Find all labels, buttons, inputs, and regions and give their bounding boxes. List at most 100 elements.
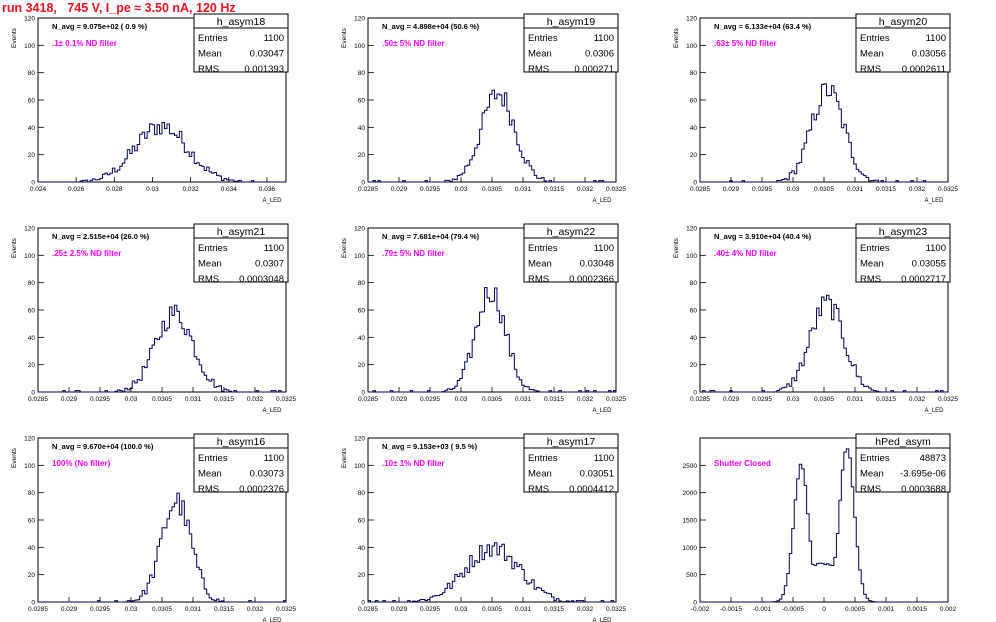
x-tick-label: 0.029 xyxy=(723,396,740,403)
x-tick-label: 0.0285 xyxy=(28,606,48,613)
x-tick-label: 0.03 xyxy=(125,396,138,403)
stats-label: Entries xyxy=(528,243,558,254)
filter-label: .63± 5% ND filter xyxy=(714,39,777,48)
x-tick-label: 0.024 xyxy=(30,186,47,193)
x-tick-label: 0.031 xyxy=(515,606,532,613)
x-tick-label: 0.0315 xyxy=(214,606,234,613)
stats-box xyxy=(855,223,951,283)
x-tick-label: 0.031 xyxy=(847,186,864,193)
histogram-panel-hPed_asym: -0.002 -0.0015 -0.001 -0.0005 0 0.0005 0.001 0.… xyxy=(683,433,957,613)
stats-value: 0.03047 xyxy=(250,49,284,60)
filter-label: Shutter Closed xyxy=(714,459,771,468)
y-tick-label: 60 xyxy=(28,98,36,105)
stats-label: Entries xyxy=(198,33,228,44)
stats-title: h_asym16 xyxy=(217,436,266,448)
y-tick-label: 20 xyxy=(358,572,366,579)
x-tick-label: 0.0295 xyxy=(420,186,440,193)
histogram-panel-h_asym17: 0.0285 0.029 0.0295 0.03 0.0305 0.031 0.0315 0.… xyxy=(341,433,626,622)
x-tick-label: 0.032 xyxy=(247,396,264,403)
y-tick-label: 1500 xyxy=(683,518,698,525)
stats-title: h_asym23 xyxy=(879,226,928,238)
stats-label: Mean xyxy=(860,49,884,60)
x-tick-label: 0.0305 xyxy=(482,396,502,403)
y-axis-title: Events xyxy=(673,27,680,48)
y-tick-label: 80 xyxy=(358,70,366,77)
navg-label: N_avg = 9.075e+02 ( 0.9 %) xyxy=(52,22,148,31)
x-tick-label: 0.029 xyxy=(391,396,408,403)
filter-label: 100% (No filter) xyxy=(52,459,111,468)
x-tick-label: 0.0305 xyxy=(152,396,172,403)
y-tick-label: 80 xyxy=(358,280,366,287)
stats-value: 1100 xyxy=(264,33,284,44)
navg-label: N_avg = 9.670e+04 (100.0 %) xyxy=(52,442,154,451)
x-tick-label: 0.032 xyxy=(182,186,199,193)
stats-value: 0.001393 xyxy=(244,64,284,75)
x-tick-label: 0.0295 xyxy=(752,186,772,193)
histogram-line-hPed_asym xyxy=(700,448,948,603)
x-axis-title: A_LED xyxy=(262,408,282,414)
filter-label: .1± 0.1% ND filter xyxy=(52,39,117,48)
y-tick-label: 60 xyxy=(28,518,36,525)
stats-value: 0.03048 xyxy=(580,259,614,270)
stats-box xyxy=(523,433,619,493)
stats-box xyxy=(523,13,619,73)
x-tick-label: 0.029 xyxy=(391,186,408,193)
y-tick-label: 80 xyxy=(358,490,366,497)
stats-value: 0.0003048 xyxy=(239,274,284,285)
x-tick-label: 0.031 xyxy=(185,606,202,613)
stats-value: 1100 xyxy=(594,453,614,464)
y-tick-label: 40 xyxy=(28,125,36,132)
x-tick-label: 0.029 xyxy=(61,396,78,403)
y-tick-label: 20 xyxy=(358,362,366,369)
histogram-line-h_asym17 xyxy=(367,542,616,603)
x-tick-label: 0.0285 xyxy=(358,606,378,613)
stats-title: h_asym21 xyxy=(217,226,266,238)
x-tick-label: -0.0005 xyxy=(782,606,804,613)
x-tick-label: 0.029 xyxy=(61,606,78,613)
x-tick-label: 0.031 xyxy=(185,396,202,403)
x-tick-label: 0.0305 xyxy=(814,186,834,193)
y-axis-title: Events xyxy=(11,237,18,258)
y-tick-label: 20 xyxy=(690,362,698,369)
x-tick-label: 0.03 xyxy=(455,396,468,403)
y-tick-label: 120 xyxy=(686,226,697,233)
x-tick-label: 0.0295 xyxy=(90,606,110,613)
y-tick-label: 60 xyxy=(358,308,366,315)
x-tick-label: 0.0285 xyxy=(690,186,710,193)
x-tick-label: 0.0295 xyxy=(752,396,772,403)
stats-value: 1100 xyxy=(594,243,614,254)
y-tick-label: 20 xyxy=(690,152,698,159)
navg-label: N_avg = 4.898e+04 (50.6 %) xyxy=(382,22,480,31)
x-tick-label: 0.034 xyxy=(221,186,238,193)
y-tick-label: 80 xyxy=(690,280,698,287)
y-tick-label: 0 xyxy=(693,180,697,187)
y-axis-title: Events xyxy=(341,237,348,258)
x-tick-label: 0.0325 xyxy=(606,186,626,193)
histogram-panel-h_asym19: 0.0285 0.029 0.0295 0.03 0.0305 0.031 0.0315 0.… xyxy=(341,13,626,204)
x-tick-label: 0.0315 xyxy=(214,396,234,403)
histogram-panel-h_asym22: 0.0285 0.029 0.0295 0.03 0.0305 0.031 0.0315 0.… xyxy=(341,223,626,414)
stats-title: h_asym22 xyxy=(547,226,596,238)
y-tick-label: 60 xyxy=(690,98,698,105)
y-tick-label: 80 xyxy=(28,490,36,497)
y-axis-title: Events xyxy=(11,447,18,468)
y-tick-label: 0 xyxy=(31,390,35,397)
navg-label: N_avg = 3.910e+04 (40.4 %) xyxy=(714,232,812,241)
x-tick-label: 0 xyxy=(822,606,826,613)
x-tick-label: -0.0015 xyxy=(720,606,742,613)
stats-label: Entries xyxy=(860,243,890,254)
x-tick-label: 0.002 xyxy=(940,606,957,613)
stats-label: RMS xyxy=(198,274,219,285)
x-tick-label: 0.0295 xyxy=(420,396,440,403)
filter-label: .10± 1% ND filter xyxy=(382,459,445,468)
y-axis-title: Events xyxy=(673,237,680,258)
x-tick-label: 0.031 xyxy=(847,396,864,403)
navg-label: N_avg = 6.133e+04 (63.4 %) xyxy=(714,22,812,31)
stats-value: 0.0002376 xyxy=(239,484,284,495)
x-tick-label: 0.0285 xyxy=(358,396,378,403)
stats-value: 0.03051 xyxy=(580,469,614,480)
stats-title: h_asym19 xyxy=(547,16,596,28)
stats-label: RMS xyxy=(860,484,881,495)
y-tick-label: 60 xyxy=(358,518,366,525)
